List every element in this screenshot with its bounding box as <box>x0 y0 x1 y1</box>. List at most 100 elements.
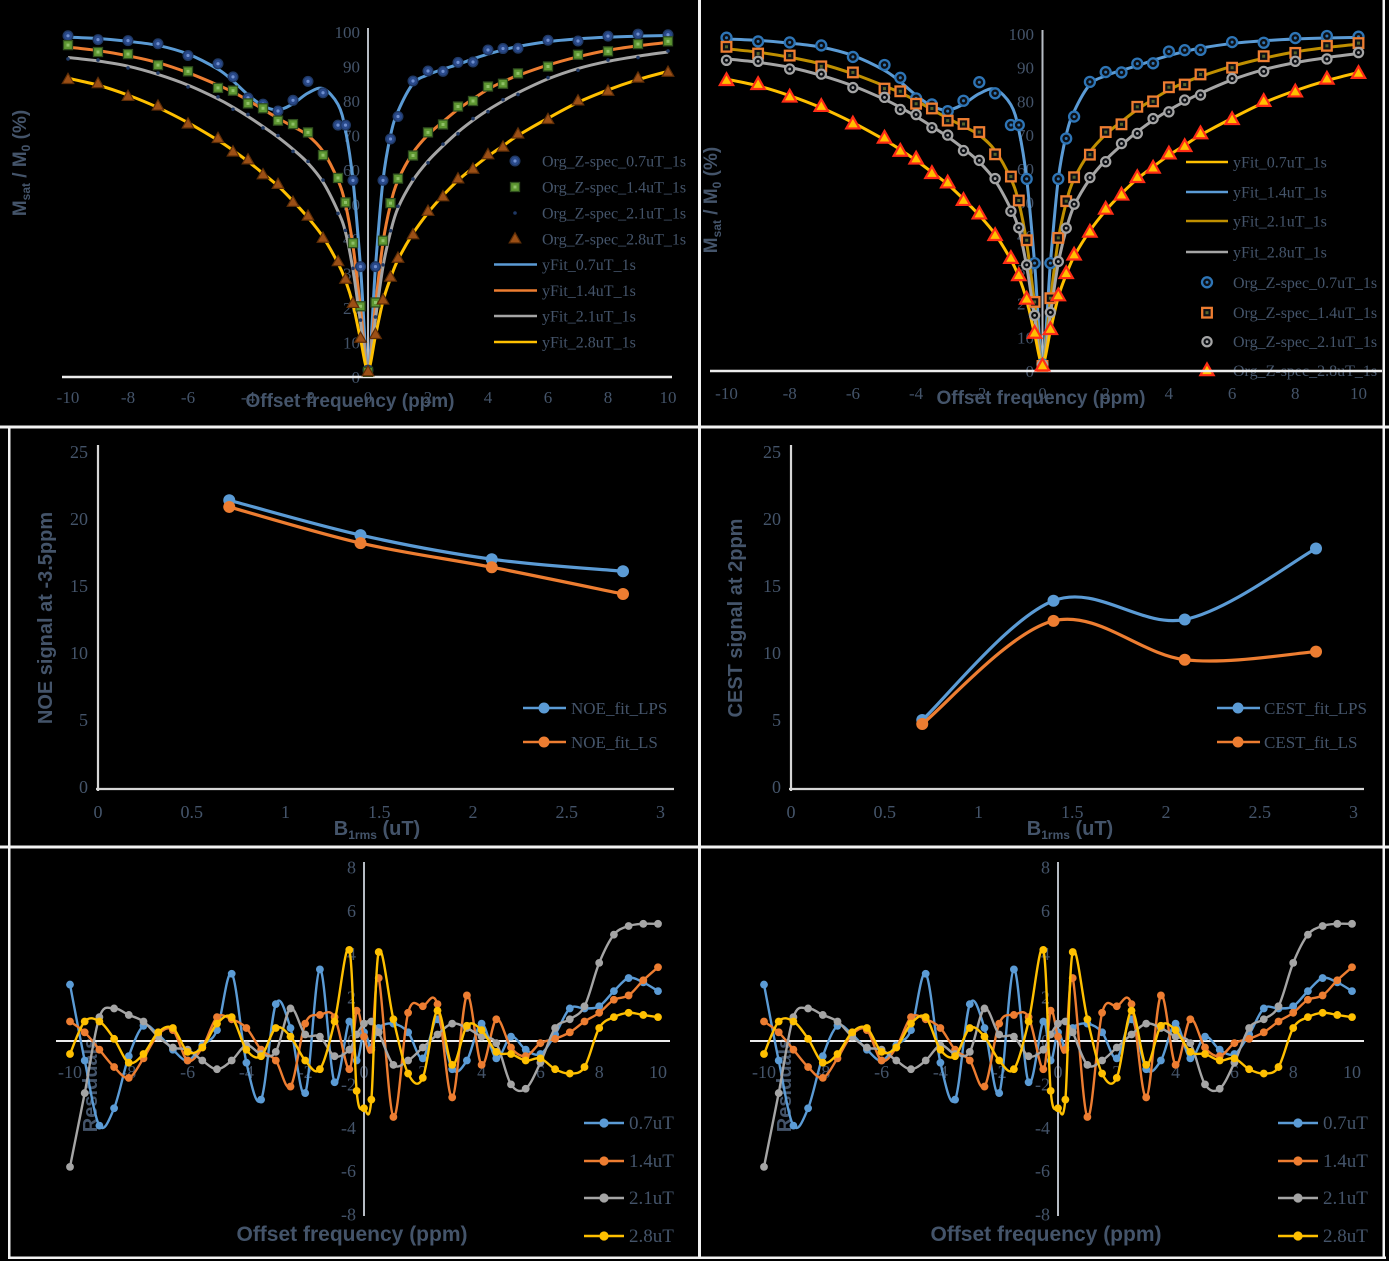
data-point-circle <box>595 958 604 967</box>
x-tick-label: -8 <box>783 384 797 403</box>
data-point-circle <box>1289 1008 1298 1017</box>
x-tick-label: 3 <box>1349 802 1358 822</box>
data-point-triangle <box>631 70 645 83</box>
data-point-circle <box>1039 1017 1048 1026</box>
data-point-open-square-center <box>930 106 934 110</box>
data-point-circle <box>995 1089 1004 1097</box>
data-point-square-center <box>231 89 235 93</box>
data-point-circle <box>639 976 648 985</box>
data-point-circle <box>1157 991 1165 1000</box>
y-tick-label: 2 <box>1041 988 1050 1008</box>
y-tick-label: 90 <box>343 58 360 77</box>
data-point-open-square-center <box>1230 66 1234 70</box>
data-point-circle <box>1061 1095 1070 1104</box>
data-point-circle <box>198 1043 207 1052</box>
data-point-triangle <box>1176 137 1194 153</box>
data-point-triangle <box>338 271 353 284</box>
data-point-circle <box>1333 976 1342 985</box>
data-point-circle <box>595 1008 604 1017</box>
x-tick-label: 6 <box>536 1062 545 1082</box>
x-tick-label: 6 <box>544 388 553 407</box>
data-point-square-center <box>156 63 160 67</box>
data-point-triangle <box>1255 91 1273 107</box>
data-point-circle <box>477 1060 486 1069</box>
x-tick-label: 2 <box>424 388 433 407</box>
data-point-open-circle-center <box>1262 70 1266 73</box>
data-point-circle-center <box>216 62 220 66</box>
data-point-circle <box>965 1000 974 1009</box>
series-Org_Z-spec_2.8uT_1s <box>61 64 675 377</box>
data-point-circle <box>1259 1015 1268 1024</box>
data-point-circle <box>848 1028 857 1037</box>
data-point-circle <box>789 1017 798 1026</box>
data-point-open-square-center <box>946 119 950 123</box>
data-point-open-circle-center <box>883 63 886 67</box>
data-point-triangle <box>466 161 480 174</box>
data-point-open-circle-center <box>946 109 950 113</box>
data-point-circle <box>1010 1032 1018 1041</box>
data-point-triangle <box>346 295 360 309</box>
legend-label: 1.4uT <box>1323 1151 1368 1172</box>
data-point-open-circle-center <box>1072 202 1076 206</box>
data-point-circle <box>316 1065 324 1074</box>
data-point-circle <box>139 1017 148 1026</box>
data-point-circle <box>286 1082 295 1091</box>
x-axis-title: Offset frequency (ppm) <box>245 391 454 412</box>
data-point-circle <box>1068 1028 1077 1037</box>
data-point-square-center <box>359 304 362 308</box>
data-point-circle <box>980 1032 989 1041</box>
x-tick-label: 10 <box>649 1062 667 1082</box>
y-tick-label: 80 <box>1017 92 1034 111</box>
legend-label: yFit_1.4uT_1s <box>542 283 636 300</box>
data-point-open-circle-center <box>993 177 997 180</box>
legend-label: CEST_fit_LPS <box>1264 699 1367 718</box>
data-point-circle <box>818 1052 827 1061</box>
legend-label: NOE_fit_LPS <box>571 699 667 718</box>
data-point-circle <box>448 1093 457 1102</box>
data-point-dot <box>321 178 325 182</box>
data-point-square-center <box>606 49 610 53</box>
y-tick-label: -2 <box>1035 1074 1050 1094</box>
bottom-border <box>8 1256 1386 1259</box>
data-point-circle <box>1201 1050 1209 1058</box>
series-Org_Z-spec_1.4uT_1s <box>720 37 1365 372</box>
data-point-open-circle-center <box>977 80 981 84</box>
y-tick-label: 4 <box>1041 944 1050 964</box>
data-point-circle <box>271 1000 280 1009</box>
data-point-open-circle-center <box>1293 59 1297 63</box>
data-point-circle <box>345 1017 354 1026</box>
data-point-open-square-center <box>1088 153 1092 157</box>
legend-item: yFit_0.7uT_1s <box>1186 155 1327 172</box>
legend-label: Org_Z-spec_1.4uT_1s <box>1233 305 1377 322</box>
data-point-circle <box>610 987 618 995</box>
panel-noe: 0 5 10 15 20 25 0 0.5 1 1.5 2 2.5 3 B1rms (uT) NOE sig… <box>35 442 674 842</box>
legend: 0.7uT 1.4uT 2.1uT 2.8uT <box>584 1113 674 1247</box>
panel-cest: 0 5 10 15 20 25 0 0.5 1 1.5 2 2.5 3 B1rms (uT) CEST si… <box>725 442 1367 842</box>
x-tick-label: 1.5 <box>368 802 391 822</box>
data-point-circle-center <box>96 37 100 42</box>
data-point-square-center <box>426 130 430 134</box>
data-point-triangle <box>907 149 925 165</box>
data-point-triangle <box>451 171 465 184</box>
legend-item: Org_Z-spec_2.8uT_1s <box>508 231 686 249</box>
data-point-dot <box>306 159 310 164</box>
data-point-triangle <box>1128 168 1146 184</box>
data-point-dot <box>411 177 415 181</box>
data-point-open-circle-center <box>725 58 728 62</box>
legend-marker-swatch <box>1232 736 1244 748</box>
data-point-triangle <box>331 254 345 267</box>
data-point-triangle <box>1033 356 1052 372</box>
data-point-triangle <box>286 194 300 207</box>
data-point-circle <box>463 991 471 1000</box>
data-point-triangle <box>1026 323 1044 339</box>
data-point-circle <box>1289 1024 1298 1032</box>
data-point-triangle <box>271 176 285 189</box>
data-point-open-square-center <box>819 64 823 68</box>
legend-label: 2.1uT <box>1323 1188 1368 1209</box>
data-point-square-center <box>344 200 347 204</box>
data-point-open-circle-center <box>1056 260 1060 263</box>
data-point-open-circle-center <box>819 43 823 47</box>
data-point-triangle <box>601 83 615 96</box>
data-point-circle <box>1046 1087 1055 1095</box>
data-point-circle <box>1186 1039 1195 1048</box>
